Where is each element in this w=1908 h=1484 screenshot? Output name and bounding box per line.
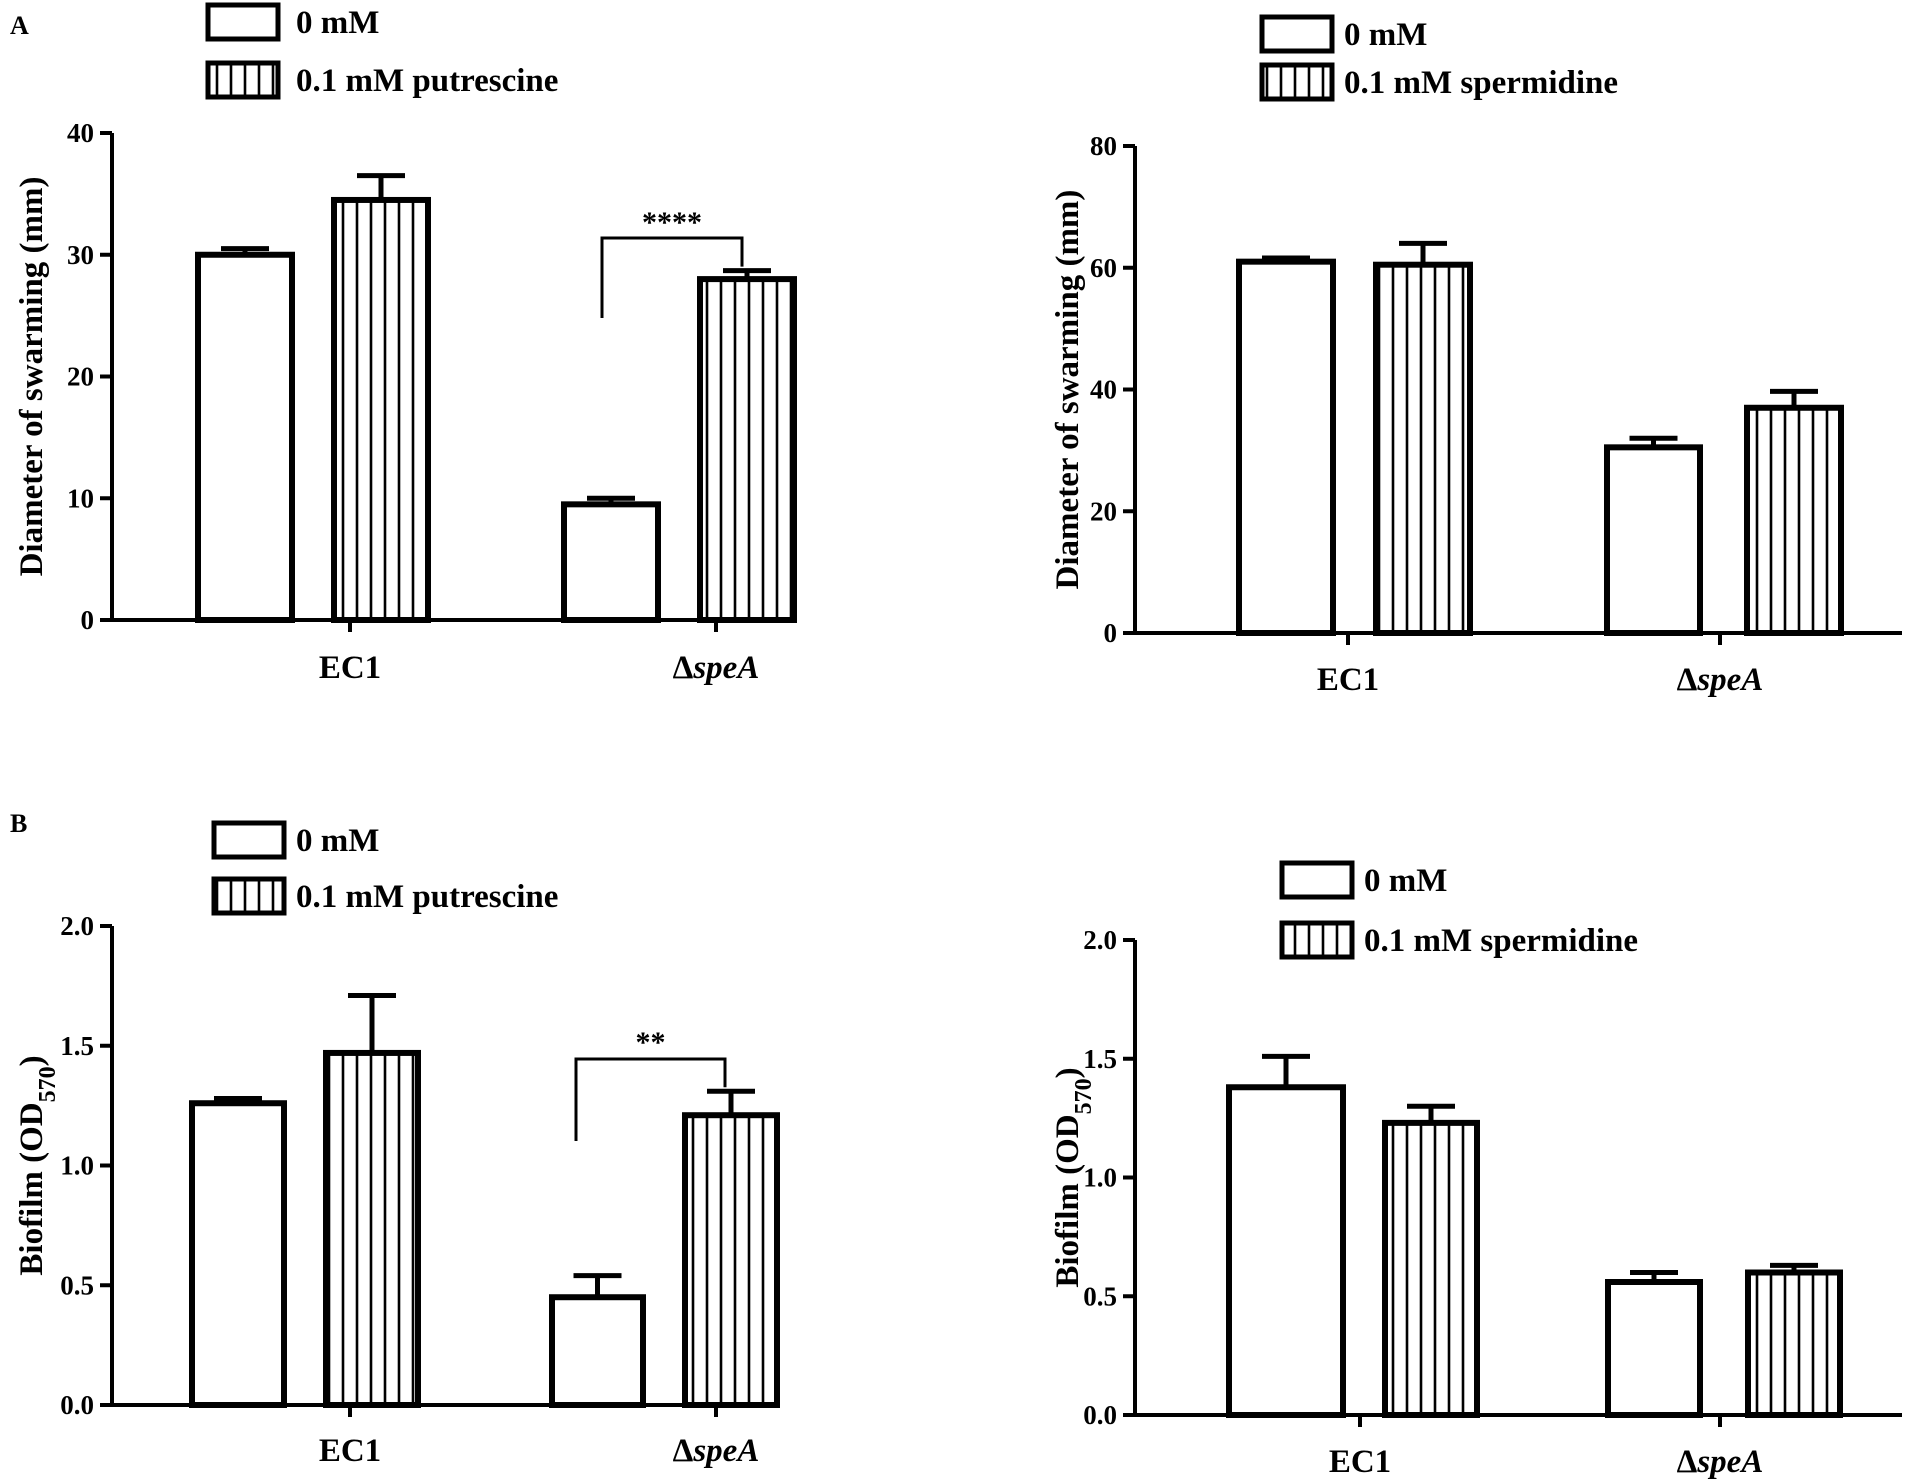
- y-tick-label: 40: [1090, 375, 1117, 405]
- legend-swatch: [205, 2, 281, 42]
- y-tick-label: 80: [1090, 131, 1117, 161]
- y-tick-label: 2.0: [60, 911, 94, 941]
- panel-label: B: [10, 809, 27, 838]
- significance-label: **: [636, 1026, 666, 1059]
- y-tick-label: 1.0: [60, 1151, 94, 1181]
- y-tick-label: 0: [81, 605, 95, 635]
- legend-swatch: [1259, 62, 1335, 102]
- category-delta: Δ: [1677, 662, 1698, 698]
- category-gene: speA: [1696, 662, 1763, 698]
- y-tick-label: 20: [1090, 496, 1117, 526]
- y-axis-title: Diameter of swarming (mm): [1050, 190, 1086, 590]
- category-delta: Δ: [673, 650, 694, 686]
- bar: [549, 1294, 646, 1408]
- y-tick-label: 20: [67, 362, 94, 392]
- bar: [1604, 444, 1703, 636]
- category-gene: speA: [692, 650, 759, 686]
- y-axis-title: Biofilm (OD570): [14, 1055, 61, 1275]
- category-label: EC1: [319, 1433, 381, 1469]
- bar: [697, 276, 797, 623]
- y-axis-title-sub: 570: [35, 1066, 61, 1102]
- bar: [1745, 1269, 1843, 1418]
- significance-bracket: [600, 236, 744, 318]
- chart-4: 0 mM 0.1 mM spermidine EC1 ΔspeA 0.0 0.5 1.0 1.…: [1050, 860, 1902, 1480]
- category-label: EC1: [319, 650, 381, 686]
- category-delta: Δ: [673, 1433, 694, 1469]
- y-tick-label: 10: [67, 483, 94, 513]
- category-gene: speA: [1696, 1444, 1763, 1480]
- legend-label: 0.1 mM spermidine: [1364, 923, 1638, 959]
- y-tick-label: 30: [67, 240, 94, 270]
- legend-label: 0 mM: [296, 823, 379, 859]
- legend-label: 0 mM: [1364, 863, 1447, 899]
- legend-swatch: [211, 876, 287, 916]
- category-label: ΔspeA: [1677, 662, 1764, 698]
- y-tick-label: 1.5: [60, 1031, 94, 1061]
- legend-swatch: [1279, 860, 1355, 900]
- legend-swatch: [205, 60, 281, 100]
- y-tick-label: 0.0: [60, 1390, 94, 1420]
- legend-swatch: [211, 820, 287, 860]
- legend-swatch: [1279, 920, 1355, 960]
- category-label: EC1: [1317, 662, 1379, 698]
- category-label: ΔspeA: [1677, 1444, 1764, 1480]
- bar: [1236, 258, 1336, 636]
- y-axis-title: Biofilm (OD570): [1050, 1067, 1097, 1287]
- y-tick-label: 1.0: [1083, 1163, 1117, 1193]
- legend-label: 0 mM: [1344, 17, 1427, 53]
- y-tick-label: 0.0: [1083, 1400, 1117, 1430]
- y-tick-label: 60: [1090, 253, 1117, 283]
- bar: [1382, 1119, 1480, 1418]
- significance-label: ****: [642, 206, 702, 239]
- bar: [1226, 1084, 1346, 1418]
- y-tick-label: 1.5: [1083, 1044, 1117, 1074]
- bar: [561, 501, 661, 623]
- bar: [1744, 404, 1844, 637]
- y-axis-title-main: Biofilm (OD: [14, 1102, 50, 1275]
- legend-label: 0.1 mM spermidine: [1344, 65, 1618, 101]
- bar: [195, 251, 295, 623]
- y-axis-title-main: Biofilm (OD: [1050, 1114, 1086, 1287]
- chart-3: B 0 mM 0.1 mM putrescine EC1 ΔspeA 0.0 0.5 1.0 1…: [10, 809, 780, 1469]
- y-tick-label: 40: [67, 118, 94, 148]
- y-tick-label: 0: [1104, 618, 1118, 648]
- bar: [682, 1112, 780, 1408]
- bar: [323, 1049, 421, 1409]
- y-tick-label: 0.5: [60, 1270, 94, 1300]
- significance-bracket: [574, 1057, 727, 1141]
- y-axis-title: Diameter of swarming (mm): [14, 177, 50, 577]
- category-label: EC1: [1329, 1444, 1391, 1480]
- legend-label: 0 mM: [296, 5, 379, 41]
- y-tick-label: 2.0: [1083, 925, 1117, 955]
- legend-swatch: [1259, 14, 1335, 54]
- panel-label: A: [10, 11, 29, 40]
- y-tick-label: 0.5: [1083, 1281, 1117, 1311]
- category-label: ΔspeA: [673, 1433, 760, 1469]
- y-axis-title-end: ): [14, 1055, 50, 1066]
- category-delta: Δ: [1677, 1444, 1698, 1480]
- y-axis-title-sub: 570: [1071, 1078, 1097, 1114]
- chart-2: 0 mM 0.1 mM spermidine EC1 ΔspeA 0 20 40 60 80Di…: [1050, 14, 1902, 698]
- y-axis-title-end: ): [1050, 1067, 1086, 1078]
- chart-1: A 0 mM 0.1 mM putrescine EC1 ΔspeA 0 10 20 30 40 D…: [10, 2, 797, 686]
- category-gene: speA: [692, 1433, 759, 1469]
- legend-label: 0.1 mM putrescine: [296, 63, 558, 99]
- legend-label: 0.1 mM putrescine: [296, 879, 558, 915]
- bar: [1373, 261, 1473, 636]
- bar: [189, 1100, 287, 1408]
- category-label: ΔspeA: [673, 650, 760, 686]
- bar: [1605, 1279, 1703, 1418]
- bar: [331, 196, 431, 623]
